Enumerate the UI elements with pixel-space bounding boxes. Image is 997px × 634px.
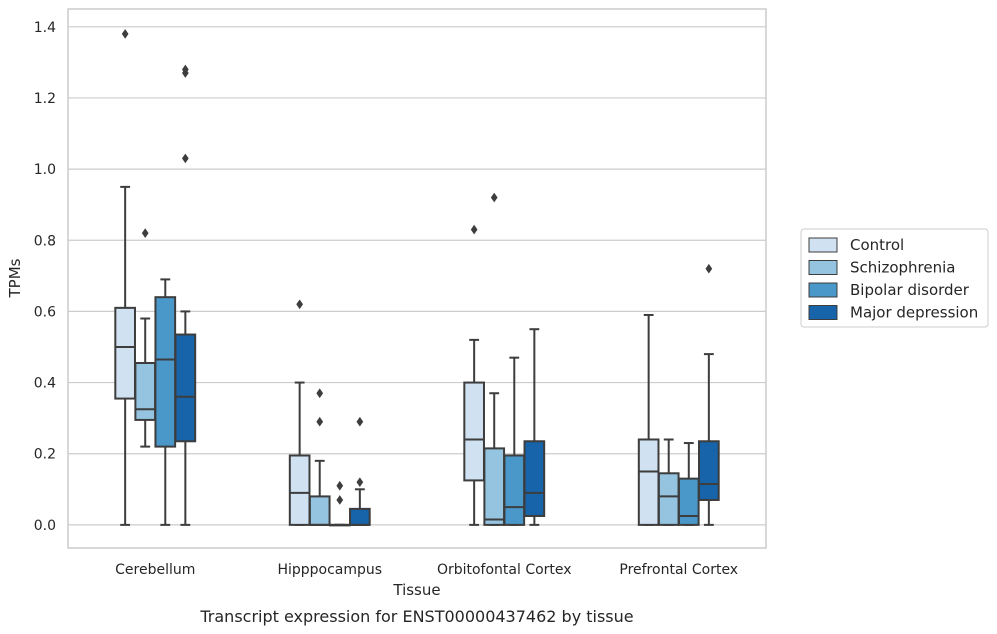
box-1-3 <box>349 416 371 526</box>
outlier-point <box>181 153 189 164</box>
box-iqr <box>308 495 331 526</box>
box-groups <box>114 29 720 527</box>
figure-caption: Transcript expression for ENST0000043746… <box>199 607 633 626</box>
y-tick-label: 1.2 <box>34 91 56 107</box>
outlier-point <box>316 388 324 399</box>
box-iqr <box>523 440 546 517</box>
box-iqr <box>154 296 177 448</box>
y-tick-label: 0.0 <box>34 518 56 534</box>
legend-swatch-2 <box>808 282 838 298</box>
box-0-1 <box>134 228 157 448</box>
outlier-point <box>356 477 364 488</box>
box-3-3 <box>698 263 720 526</box>
box-iqr <box>288 454 311 526</box>
plot-area-frame <box>67 8 767 549</box>
y-tick-label: 0.6 <box>34 304 56 320</box>
outlier-point <box>121 29 129 39</box>
box-iqr <box>657 472 680 526</box>
gridlines <box>68 26 766 526</box>
y-tick-label: 1.0 <box>34 162 56 178</box>
outlier-point <box>705 263 713 274</box>
legend-label-0: Control <box>850 236 904 254</box>
y-tick-label: 0.8 <box>34 233 56 249</box>
x-tick-label: Prefrontal Cortex <box>619 562 738 578</box>
legend-label-2: Bipolar disorder <box>850 281 970 299</box>
legend: Control Schizophrenia Bipolar disorder Majo… <box>800 228 989 328</box>
box-iqr <box>174 333 197 443</box>
box-3-1 <box>657 438 680 526</box>
box-3-0 <box>637 313 660 526</box>
outlier-point <box>490 192 498 203</box>
box-2-0 <box>463 224 485 526</box>
box-iqr <box>463 381 485 482</box>
legend-swatch-0 <box>808 237 838 253</box>
box-1-1 <box>308 388 331 526</box>
box-iqr <box>637 438 660 526</box>
box-3-2 <box>677 442 700 526</box>
box-0-3 <box>174 64 197 526</box>
box-1-2 <box>328 480 351 527</box>
box-2-3 <box>523 328 546 526</box>
box-iqr <box>483 447 506 526</box>
box-0-0 <box>114 29 136 526</box>
y-axis-ticks: 0.0 0.2 0.4 0.6 0.8 1.0 1.2 1.4 <box>34 20 56 534</box>
box-2-2 <box>503 356 526 526</box>
x-tick-label: Hipppocampus <box>277 562 382 578</box>
y-tick-label: 0.2 <box>34 447 56 463</box>
x-tick-label: Cerebellum <box>115 562 195 578</box>
legend-swatch-3 <box>808 305 838 320</box>
y-tick-label: 0.4 <box>34 376 56 392</box>
box-iqr <box>114 306 136 400</box>
outlier-point <box>141 228 149 238</box>
outlier-point <box>181 64 189 75</box>
box-iqr <box>134 361 157 421</box>
outlier-point <box>316 416 324 427</box>
y-axis-label: TPMs <box>6 258 24 298</box>
box-iqr <box>698 440 720 501</box>
outlier-point <box>470 224 478 235</box>
box-1-0 <box>288 299 311 526</box>
legend-label-3: Major depression <box>850 304 978 322</box>
x-tick-label: Orbitofontal Cortex <box>437 562 572 578</box>
outlier-point <box>336 480 344 491</box>
x-axis-label: Tissue <box>392 581 440 599</box>
outlier-point <box>296 299 304 310</box>
y-tick-label: 1.4 <box>34 20 56 36</box>
legend-swatch-1 <box>808 260 838 275</box>
legend-frame <box>800 228 989 328</box>
box-2-1 <box>483 192 506 526</box>
outlier-point <box>336 495 344 505</box>
x-axis-ticks: Cerebellum Hipppocampus Orbitofontal Corte… <box>115 562 738 578</box>
box-0-2 <box>154 278 177 526</box>
legend-label-1: Schizophrenia <box>850 259 955 277</box>
box-iqr <box>503 454 526 526</box>
box-iqr <box>349 507 371 526</box>
box-iqr <box>677 477 700 526</box>
outlier-point <box>356 416 364 427</box>
